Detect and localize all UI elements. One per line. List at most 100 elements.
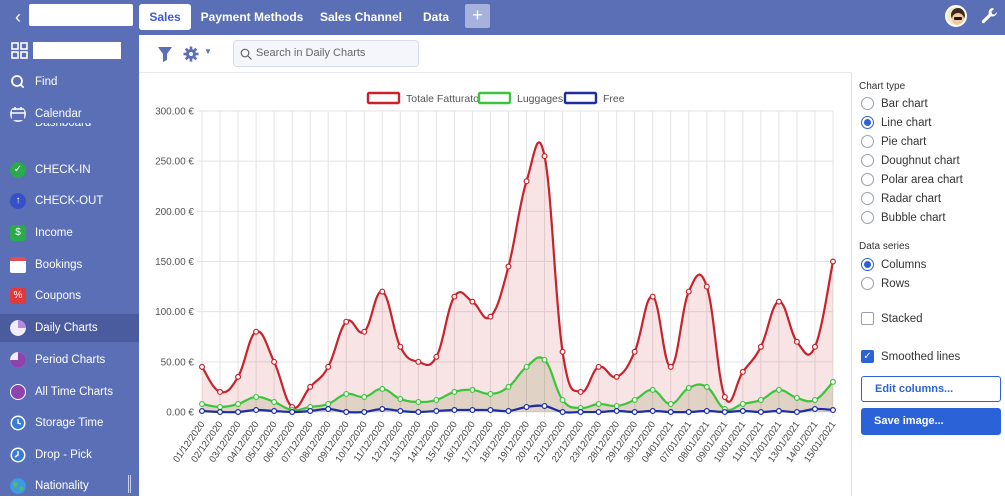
series-luggages-point [343, 390, 350, 397]
sidebar-item-bookings[interactable]: Bookings [0, 251, 139, 279]
sidebar-item-period-charts[interactable]: Period Charts [0, 346, 139, 374]
series-free-point [793, 409, 800, 416]
series-luggages-point [595, 400, 602, 407]
arrow-up-icon: ↑ [10, 193, 26, 209]
option-label: Bubble chart [881, 212, 946, 224]
chevron-left-icon[interactable]: ‹ [15, 7, 21, 27]
search-input[interactable]: Search in Daily Charts [233, 40, 419, 67]
sidebar-item-drop-pick[interactable]: Drop - Pick [0, 441, 139, 469]
radio-button[interactable] [861, 154, 874, 167]
sidebar-item-storage-time[interactable]: Storage Time [0, 409, 139, 437]
option-label: Smoothed lines [881, 351, 961, 363]
series-luggages-point [757, 396, 764, 403]
series-luggages-point [397, 395, 404, 402]
series-free-point [559, 409, 566, 416]
checkbox[interactable] [861, 312, 874, 325]
sidebar-item-nationality[interactable]: Nationality [0, 472, 139, 496]
series-free-point [198, 407, 205, 414]
tab-data[interactable]: Data [422, 10, 449, 24]
sidebar-scrollbar[interactable] [128, 475, 131, 493]
clock-icon [10, 415, 26, 431]
series-luggages-point [703, 383, 710, 390]
series-totale-fatturato-point [739, 368, 746, 375]
series-luggages-point [523, 363, 530, 370]
edit-columns-button[interactable]: Edit columns... [861, 376, 1001, 402]
series-free-point [505, 407, 512, 414]
series-totale-fatturato-point [217, 388, 224, 395]
series-totale-fatturato-point [361, 328, 368, 335]
sidebar-search-input[interactable] [33, 42, 121, 59]
tab-sales-channel[interactable]: Sales Channel [319, 10, 403, 24]
series-totale-fatturato-point [523, 178, 530, 185]
sidebar-item-daily-charts[interactable]: Daily Charts [0, 314, 139, 342]
radio-button[interactable] [861, 258, 874, 271]
page-title-input[interactable] [29, 4, 133, 26]
tab-payment-methods[interactable]: Payment Methods [200, 10, 304, 24]
percent-icon: % [10, 288, 26, 304]
sidebar-item-label: Calendar [35, 108, 82, 120]
radio-button[interactable] [861, 211, 874, 224]
legend-swatch [563, 91, 598, 105]
series-totale-fatturato-point [721, 393, 728, 400]
series-luggages-point [793, 394, 800, 401]
series-luggages-point [325, 400, 332, 407]
sidebar-item-coupons[interactable]: % Coupons [0, 282, 139, 310]
series-totale-fatturato-point [793, 338, 800, 345]
sidebar-item-all-time-charts[interactable]: All Time Charts [0, 378, 139, 406]
radio-button[interactable] [861, 116, 874, 129]
sidebar-item-find[interactable]: Find [0, 68, 139, 96]
series-totale-fatturato-point [577, 388, 584, 395]
radio-button[interactable] [861, 173, 874, 186]
filter-icon[interactable] [157, 46, 173, 62]
series-luggages-point [649, 386, 656, 393]
save-image-button[interactable]: Save image... [861, 408, 1001, 435]
series-totale-fatturato-point [271, 358, 278, 365]
sidebar-item-calendar[interactable]: Calendar [0, 100, 139, 128]
radio-button[interactable] [861, 135, 874, 148]
series-free-point [613, 407, 620, 414]
avatar[interactable] [945, 5, 967, 27]
y-tick-label: 200.00 € [155, 207, 194, 218]
series-luggages-point [415, 398, 422, 405]
add-tab-button[interactable]: + [465, 4, 490, 28]
series-totale-fatturato-point [433, 353, 440, 360]
gear-icon[interactable] [183, 46, 199, 62]
y-tick-label: 100.00 € [155, 307, 194, 318]
option-label: Pie chart [881, 136, 927, 148]
series-totale-fatturato-point [343, 318, 350, 325]
series-totale-fatturato-point [613, 373, 620, 380]
series-free-point [397, 407, 404, 414]
radio-button[interactable] [861, 277, 874, 290]
search-icon [240, 48, 252, 60]
checkbox[interactable]: ✓ [861, 350, 874, 363]
sidebar-item-check-out[interactable]: ↑ CHECK-OUT [0, 187, 139, 215]
option-label: Columns [881, 259, 927, 271]
wrench-icon[interactable] [979, 6, 999, 26]
series-free-point [415, 409, 422, 416]
sidebar-item-income[interactable]: $ Income [0, 219, 139, 247]
series-luggages-point [451, 388, 458, 395]
series-free-point [325, 405, 332, 412]
chevron-down-icon[interactable]: ▼ [204, 47, 212, 56]
series-totale-fatturato-area [202, 142, 833, 413]
series-free-point [811, 405, 818, 412]
series-totale-fatturato-point [325, 363, 332, 370]
series-totale-fatturato-point [505, 263, 512, 270]
option-label: Radar chart [881, 193, 942, 205]
sidebar-item-label: Dashboard [35, 123, 92, 129]
sidebar-item-label: Daily Charts [35, 322, 98, 334]
tab-sales[interactable]: Sales [139, 4, 191, 30]
calendar-grid-icon [10, 257, 26, 273]
sidebar-item-check-in[interactable]: ✓ CHECK-IN [0, 156, 139, 184]
series-free-point [379, 405, 386, 412]
series-free-point [271, 407, 278, 414]
series-free-point [487, 406, 494, 413]
series-luggages-point [685, 384, 692, 391]
radio-button[interactable] [861, 97, 874, 110]
apps-grid-icon[interactable] [11, 42, 28, 59]
series-totale-fatturato-point [631, 348, 638, 355]
series-luggages-point [271, 398, 278, 405]
radio-button[interactable] [861, 192, 874, 205]
series-luggages-point [361, 393, 368, 400]
sidebar-item-dashboard[interactable]: Dashboard [0, 123, 139, 137]
